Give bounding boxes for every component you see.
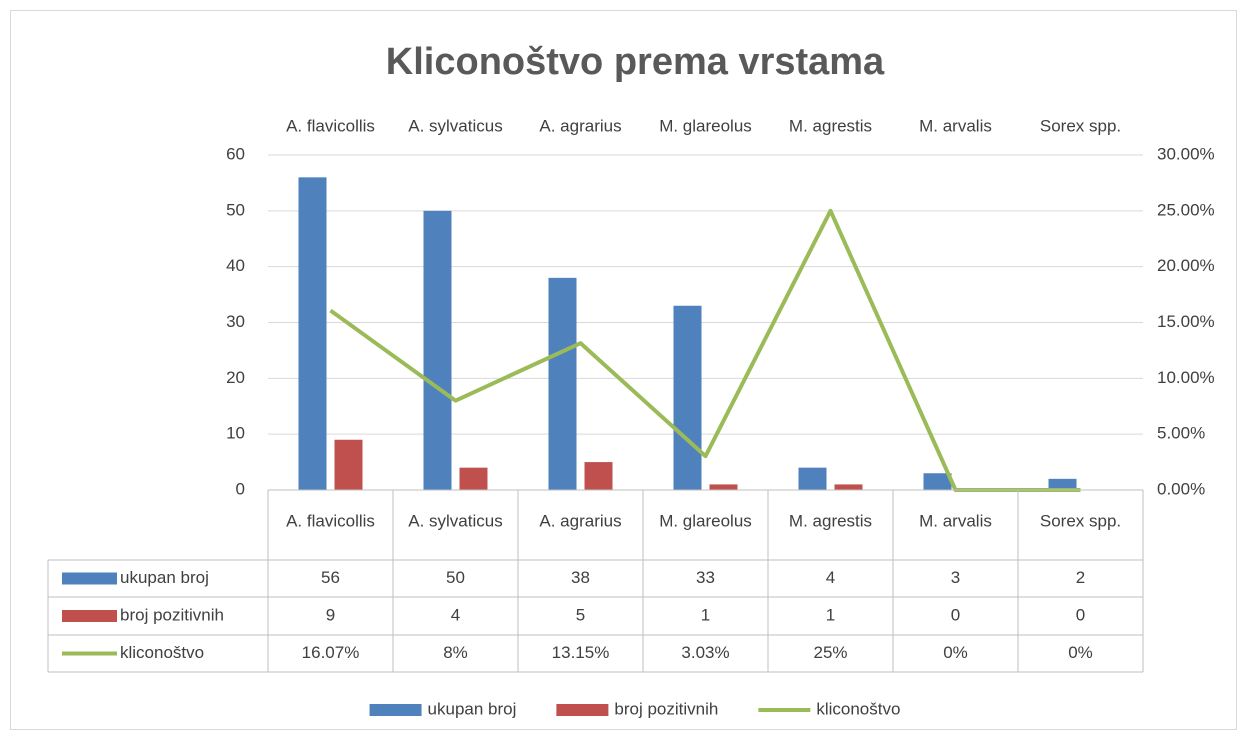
- y2-tick-label: 10.00%: [1157, 368, 1215, 387]
- x-tick-label: A. flavicollis: [286, 116, 375, 135]
- y-tick-label: 60: [226, 144, 245, 163]
- table-cell: 9: [326, 605, 335, 624]
- table-header: A. sylvaticus: [408, 511, 502, 530]
- x-tick-label: A. agrarius: [539, 116, 621, 135]
- x-tick-label: Sorex spp.: [1040, 116, 1121, 135]
- y-tick-label: 20: [226, 368, 245, 387]
- y2-tick-label: 0.00%: [1157, 479, 1205, 498]
- x-tick-label: M. glareolus: [659, 116, 752, 135]
- bar: [548, 277, 577, 490]
- y2-tick-label: 5.00%: [1157, 424, 1205, 443]
- bar: [298, 177, 327, 491]
- table-cell: 3: [951, 568, 960, 587]
- x-tick-label: M. arvalis: [919, 116, 992, 135]
- table-row-label: ukupan broj: [120, 568, 209, 587]
- table-cell: 5: [576, 605, 585, 624]
- bar: [834, 484, 863, 490]
- y-tick-label: 0: [236, 479, 245, 498]
- y2-tick-label: 30.00%: [1157, 144, 1215, 163]
- table-cell: 0: [1076, 605, 1085, 624]
- legend-label: kliconoštvo: [816, 699, 900, 718]
- bar: [673, 305, 702, 490]
- legend-label: ukupan broj: [428, 699, 517, 718]
- x-tick-label: M. agrestis: [789, 116, 872, 135]
- table-cell: 56: [321, 568, 340, 587]
- table-cell: 16.07%: [302, 643, 360, 662]
- bar: [334, 439, 363, 490]
- y-tick-label: 40: [226, 256, 245, 275]
- bar: [423, 210, 452, 491]
- table-cell: 1: [826, 605, 835, 624]
- y-tick-label: 10: [226, 424, 245, 443]
- table-header: Sorex spp.: [1040, 511, 1121, 530]
- y2-tick-label: 25.00%: [1157, 200, 1215, 219]
- table-cell: 0%: [1068, 643, 1093, 662]
- legend-key: [369, 704, 422, 716]
- y2-tick-label: 15.00%: [1157, 312, 1215, 331]
- table-legend-key: [62, 610, 117, 622]
- table-header: M. agrestis: [789, 511, 872, 530]
- bar: [584, 462, 613, 490]
- chart-title: Kliconoštvo prema vrstama: [386, 41, 885, 83]
- table-cell: 38: [571, 568, 590, 587]
- table-cell: 4: [451, 605, 460, 624]
- table-cell: 2: [1076, 568, 1085, 587]
- table-cell: 8%: [443, 643, 468, 662]
- bar: [1048, 478, 1077, 490]
- bar: [709, 484, 738, 490]
- bar: [459, 467, 488, 490]
- legend-key: [556, 704, 609, 716]
- table-cell: 4: [826, 568, 835, 587]
- table-header: A. flavicollis: [286, 511, 375, 530]
- table-row-label: broj pozitivnih: [120, 605, 224, 624]
- table-legend-key: [62, 572, 117, 585]
- x-tick-label: A. sylvaticus: [408, 116, 502, 135]
- table-cell: 3.03%: [681, 643, 729, 662]
- table-row-label: kliconoštvo: [120, 643, 204, 662]
- table-cell: 0: [951, 605, 960, 624]
- bar: [923, 473, 952, 490]
- table-header: M. glareolus: [659, 511, 752, 530]
- y-tick-label: 50: [226, 200, 245, 219]
- table-cell: 50: [446, 568, 465, 587]
- chart-border: [10, 10, 1237, 730]
- y2-tick-label: 20.00%: [1157, 256, 1215, 275]
- table-header: M. arvalis: [919, 511, 992, 530]
- table-cell: 25%: [813, 643, 847, 662]
- table-cell: 0%: [943, 643, 968, 662]
- bar: [798, 467, 827, 490]
- table-cell: 1: [701, 605, 710, 624]
- table-cell: 13.15%: [552, 643, 610, 662]
- y-tick-label: 30: [226, 312, 245, 331]
- table-cell: 33: [696, 568, 715, 587]
- legend-label: broj pozitivnih: [614, 699, 718, 718]
- table-header: A. agrarius: [539, 511, 621, 530]
